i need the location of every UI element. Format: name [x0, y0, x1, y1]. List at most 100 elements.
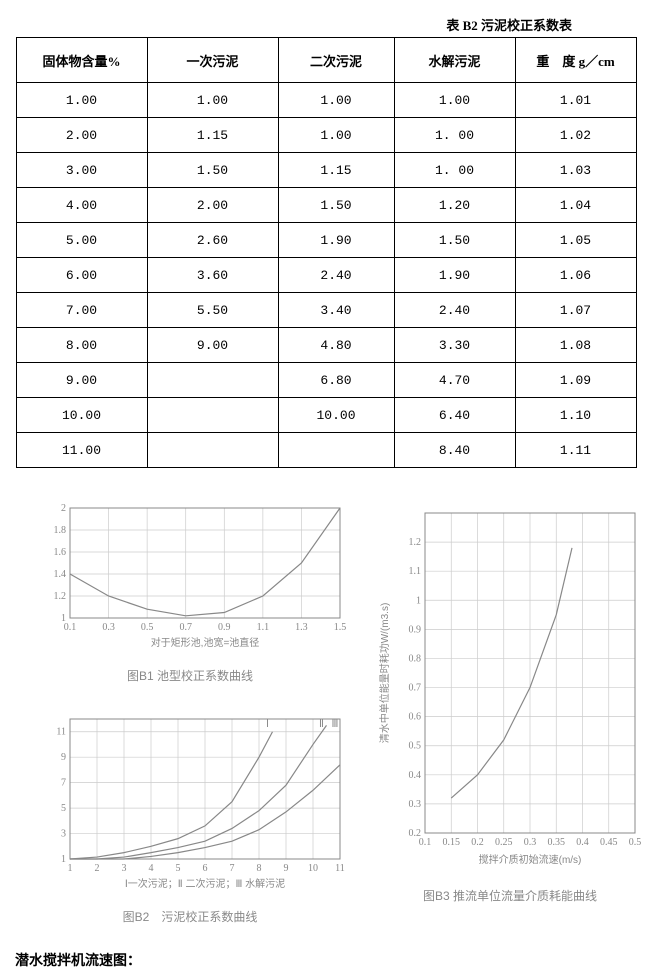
table-row: 5.002.601.901.501.05 — [16, 223, 636, 258]
svg-text:0.5: 0.5 — [141, 622, 154, 633]
svg-text:0.5: 0.5 — [409, 741, 422, 752]
table-cell: 3.60 — [147, 258, 278, 293]
table-cell: 8.40 — [394, 433, 515, 468]
table-cell: 6.00 — [16, 258, 147, 293]
table-cell: 1.00 — [278, 83, 394, 118]
table-cell: 5.00 — [16, 223, 147, 258]
table-row: 8.009.004.803.301.08 — [16, 328, 636, 363]
chart-b1-caption: 图B1 池型校正系数曲线 — [30, 667, 350, 684]
svg-text:0.7: 0.7 — [409, 683, 422, 694]
svg-text:9: 9 — [284, 863, 289, 874]
svg-text:1.6: 1.6 — [54, 547, 67, 558]
table-header: 水解污泥 — [394, 38, 515, 83]
svg-text:5: 5 — [176, 863, 181, 874]
svg-text:0.6: 0.6 — [409, 712, 422, 723]
svg-text:清水中单位能量时耗功W/(m3.s): 清水中单位能量时耗功W/(m3.s) — [378, 603, 391, 744]
svg-text:0.45: 0.45 — [600, 837, 618, 848]
svg-text:0.3: 0.3 — [102, 622, 115, 633]
table-cell: 1.02 — [515, 118, 636, 153]
table-cell: 10.00 — [278, 398, 394, 433]
svg-text:1.5: 1.5 — [334, 622, 347, 633]
svg-text:搅拌介质初始流速(m/s): 搅拌介质初始流速(m/s) — [479, 853, 582, 866]
svg-text:0.3: 0.3 — [409, 799, 422, 810]
table-cell: 1.03 — [515, 153, 636, 188]
svg-text:4: 4 — [149, 863, 154, 874]
svg-text:0.2: 0.2 — [409, 828, 422, 839]
table-cell: 7.00 — [16, 293, 147, 328]
table-cell: 1.50 — [147, 153, 278, 188]
table-cell: 3.00 — [16, 153, 147, 188]
table-cell: 1.04 — [515, 188, 636, 223]
svg-text:0.4: 0.4 — [409, 770, 422, 781]
table-cell: 10.00 — [16, 398, 147, 433]
table-cell: 4.80 — [278, 328, 394, 363]
table-cell: 1.05 — [515, 223, 636, 258]
table-row: 1.001.001.001.001.01 — [16, 83, 636, 118]
svg-text:2: 2 — [61, 503, 66, 514]
table-cell: 9.00 — [16, 363, 147, 398]
table-cell: 1.00 — [16, 83, 147, 118]
table-row: 6.003.602.401.901.06 — [16, 258, 636, 293]
svg-text:7: 7 — [61, 778, 66, 789]
table-header: 二次污泥 — [278, 38, 394, 83]
table-cell: 1.00 — [394, 83, 515, 118]
svg-text:0.3: 0.3 — [524, 837, 537, 848]
svg-text:1.1: 1.1 — [409, 566, 422, 577]
table-cell: 4.70 — [394, 363, 515, 398]
table-cell: 1.00 — [147, 83, 278, 118]
correction-table: 固体物含量%一次污泥二次污泥水解污泥重 度 g／cm 1.001.001.001… — [16, 37, 637, 468]
table-cell: 1.15 — [278, 153, 394, 188]
svg-text:8: 8 — [257, 863, 262, 874]
table-cell: 1.90 — [278, 223, 394, 258]
chart-b2: 12345678910111357911ⅠⅡⅢⅠ一次污泥；Ⅱ 二次污泥；Ⅲ 水解… — [30, 709, 350, 899]
svg-text:1: 1 — [416, 595, 421, 606]
table-cell: 1.10 — [515, 398, 636, 433]
svg-text:1.2: 1.2 — [409, 537, 422, 548]
svg-text:3: 3 — [122, 863, 127, 874]
table-cell: 9.00 — [147, 328, 278, 363]
svg-text:0.8: 0.8 — [409, 653, 422, 664]
table-cell: 1.50 — [394, 223, 515, 258]
table-cell: 1.11 — [515, 433, 636, 468]
table-cell: 1.01 — [515, 83, 636, 118]
svg-text:对于矩形池,池宽=池直径: 对于矩形池,池宽=池直径 — [151, 636, 260, 649]
table-row: 4.002.001.501.201.04 — [16, 188, 636, 223]
table-cell: 2.40 — [394, 293, 515, 328]
svg-text:10: 10 — [308, 863, 318, 874]
chart-b3-caption: 图B3 推流单位流量介质耗能曲线 — [370, 887, 650, 904]
table-cell: 1.09 — [515, 363, 636, 398]
table-cell: 1.50 — [278, 188, 394, 223]
chart-b3: 0.10.150.20.250.30.350.40.450.50.20.30.4… — [370, 498, 650, 878]
table-cell: 2.60 — [147, 223, 278, 258]
table-title: 表 B2 污泥校正系数表 — [10, 15, 632, 34]
table-row: 11.008.401.11 — [16, 433, 636, 468]
table-cell: 3.40 — [278, 293, 394, 328]
table-cell — [147, 398, 278, 433]
svg-text:0.4: 0.4 — [576, 837, 589, 848]
table-cell: 6.80 — [278, 363, 394, 398]
table-cell: 1.90 — [394, 258, 515, 293]
table-cell: 1.20 — [394, 188, 515, 223]
table-cell: 3.30 — [394, 328, 515, 363]
table-cell: 1. 00 — [394, 153, 515, 188]
table-header: 固体物含量% — [16, 38, 147, 83]
svg-text:11: 11 — [56, 727, 66, 738]
table-cell: 4.00 — [16, 188, 147, 223]
svg-text:0.5: 0.5 — [629, 837, 642, 848]
table-cell: 1.07 — [515, 293, 636, 328]
svg-text:1.8: 1.8 — [54, 525, 67, 536]
table-row: 10.0010.006.401.10 — [16, 398, 636, 433]
table-row: 3.001.501.151. 001.03 — [16, 153, 636, 188]
table-cell — [278, 433, 394, 468]
svg-text:0.25: 0.25 — [495, 837, 513, 848]
table-cell: 1. 00 — [394, 118, 515, 153]
svg-text:1.4: 1.4 — [54, 569, 67, 580]
table-cell: 1.15 — [147, 118, 278, 153]
table-cell: 1.00 — [278, 118, 394, 153]
svg-text:2: 2 — [95, 863, 100, 874]
svg-text:1.1: 1.1 — [257, 622, 270, 633]
svg-text:6: 6 — [203, 863, 208, 874]
svg-text:0.7: 0.7 — [179, 622, 192, 633]
svg-text:Ⅲ: Ⅲ — [332, 719, 339, 730]
svg-text:Ⅰ一次污泥；Ⅱ 二次污泥；Ⅲ 水解污泥: Ⅰ一次污泥；Ⅱ 二次污泥；Ⅲ 水解污泥 — [125, 877, 285, 890]
